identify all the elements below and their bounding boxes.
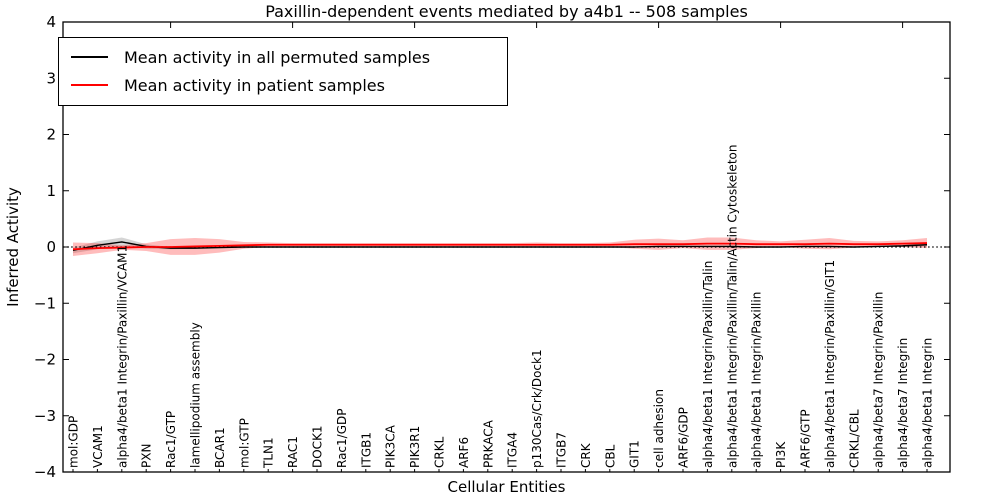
legend-label-patient: Mean activity in patient samples — [124, 75, 385, 95]
y-tick-label: −1 — [34, 294, 56, 312]
x-category-label: alpha4/beta1 Integrin/Paxillin/Talin/Act… — [725, 145, 739, 468]
legend-item-permuted: Mean activity in all permuted samples — [71, 43, 497, 71]
y-tick-label: −4 — [34, 463, 56, 481]
series-line-patient — [72, 242, 928, 251]
chart-title: Paxillin-dependent events mediated by a4… — [265, 2, 748, 21]
x-category-label: alpha4/beta1 Integrin/Paxillin/GIT1 — [823, 260, 837, 468]
x-category-label: alpha4/beta1 Integrin/Paxillin/Talin — [701, 261, 715, 468]
x-category-label: CRKL — [433, 436, 447, 468]
legend-label-permuted: Mean activity in all permuted samples — [124, 47, 431, 67]
y-tick-label: 3 — [46, 69, 56, 87]
x-category-label: ARF6/GTP — [799, 409, 813, 468]
x-category-label: BCAR1 — [213, 427, 227, 468]
x-category-label: mol:GDP — [67, 416, 81, 468]
x-category-label: CBL — [603, 444, 617, 468]
x-category-label: DOCK1 — [311, 425, 325, 468]
legend-line-permuted-icon — [71, 56, 108, 58]
x-category-label: Rac1/GDP — [335, 409, 349, 468]
x-category-label: VCAM1 — [91, 425, 105, 468]
x-category-label: PRKACA — [481, 419, 495, 468]
x-category-label: ITGB7 — [555, 432, 569, 468]
x-category-label: ARF6 — [457, 437, 471, 468]
x-category-label: cell adhesion — [652, 389, 666, 468]
x-category-label: PIK3R1 — [408, 426, 422, 468]
x-category-label: Rac1/GTP — [164, 411, 178, 468]
x-category-label: alpha4/beta1 Integrin — [921, 338, 935, 468]
y-tick-label: 2 — [46, 126, 56, 144]
x-category-label: TLN1 — [262, 437, 276, 469]
x-category-label: CRK — [579, 442, 593, 468]
x-category-label: alpha4/beta7 Integrin — [896, 338, 910, 468]
series-band-patient — [73, 237, 927, 256]
y-tick-label: 1 — [46, 182, 56, 200]
x-category-label: alpha4/beta7 Integrin/Paxillin — [872, 292, 886, 468]
x-category-label: alpha4/beta1 Integrin/Paxillin — [750, 292, 764, 468]
y-tick-label: 0 — [46, 238, 56, 256]
series-line-permuted — [72, 241, 928, 252]
x-category-label: mol:GTP — [237, 418, 251, 468]
x-category-label: ITGB1 — [359, 432, 373, 468]
x-category-label: alpha4/beta1 Integrin/Paxillin/VCAM1 — [115, 245, 129, 468]
legend-item-patient: Mean activity in patient samples — [71, 71, 497, 99]
legend: Mean activity in all permuted samples Me… — [58, 37, 508, 106]
x-category-label: ITGA4 — [506, 432, 520, 468]
x-category-label: PXN — [140, 444, 154, 468]
y-tick-label: −2 — [34, 351, 56, 369]
x-category-label: CRKL/CBL — [847, 409, 861, 468]
y-tick-label: −3 — [34, 407, 56, 425]
plot-border — [62, 21, 951, 473]
y-tick-label: 4 — [46, 13, 56, 31]
x-category-label: p130Cas/Crk/Dock1 — [530, 349, 544, 468]
x-category-label: ARF6/GDP — [677, 407, 691, 468]
x-axis-title: Cellular Entities — [447, 478, 566, 496]
x-category-label: PI3K — [774, 441, 788, 468]
legend-line-patient-icon — [71, 84, 108, 86]
x-category-label: GIT1 — [628, 440, 642, 468]
x-category-label: RAC1 — [286, 436, 300, 468]
x-category-label: PIK3CA — [384, 424, 398, 468]
x-category-label: lamellipodium assembly — [189, 322, 203, 468]
